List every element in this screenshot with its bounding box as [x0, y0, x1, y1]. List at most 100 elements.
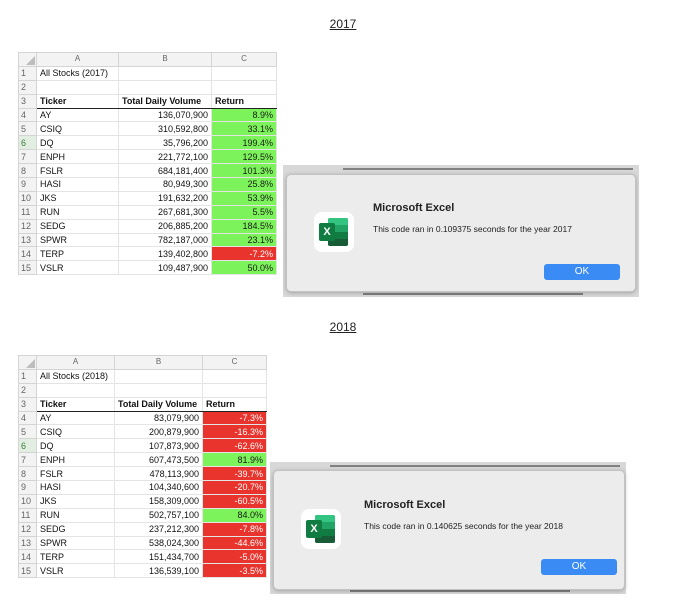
- cell-a15[interactable]: VSLR: [36, 260, 119, 276]
- cell-c15[interactable]: -3.5%: [202, 563, 267, 579]
- cell-a11[interactable]: RUN: [36, 507, 115, 523]
- cell-a9[interactable]: HASI: [36, 177, 119, 192]
- cell-c14[interactable]: -5.0%: [202, 549, 267, 565]
- cell-a4[interactable]: AY: [36, 107, 119, 123]
- row-header[interactable]: 6: [18, 438, 37, 454]
- cell-a12[interactable]: SEDG: [36, 218, 119, 234]
- cell-a3[interactable]: Ticker: [36, 93, 119, 109]
- cell-b15[interactable]: 136,539,100: [114, 563, 203, 579]
- cell-b6[interactable]: 107,873,900: [114, 438, 203, 454]
- row-header[interactable]: 15: [18, 260, 37, 276]
- cell-b14[interactable]: 151,434,700: [114, 549, 203, 565]
- row-header[interactable]: 13: [18, 232, 37, 248]
- cell-a5[interactable]: CSIQ: [36, 121, 119, 137]
- column-header-c[interactable]: C: [211, 52, 277, 67]
- cell-a14[interactable]: TERP: [36, 246, 119, 262]
- cell-c5[interactable]: -16.3%: [202, 424, 267, 440]
- cell-c5[interactable]: 33.1%: [211, 121, 277, 137]
- row-header[interactable]: 3: [18, 93, 37, 109]
- cell-b13[interactable]: 782,187,000: [118, 232, 212, 248]
- cell-c2[interactable]: [202, 382, 267, 398]
- cell-a4[interactable]: AY: [36, 410, 115, 426]
- row-header[interactable]: 6: [18, 135, 37, 151]
- row-header[interactable]: 15: [18, 563, 37, 579]
- cell-c1[interactable]: [211, 65, 277, 81]
- cell-a1[interactable]: All Stocks (2017): [36, 65, 119, 81]
- cell-a7[interactable]: ENPH: [36, 149, 119, 165]
- cell-a1[interactable]: All Stocks (2018): [36, 368, 115, 384]
- row-header[interactable]: 1: [18, 65, 37, 81]
- row-header[interactable]: 7: [18, 149, 37, 165]
- cell-b1[interactable]: [118, 65, 212, 81]
- cell-a3[interactable]: Ticker: [36, 396, 115, 412]
- row-header[interactable]: 8: [18, 163, 37, 179]
- cell-c11[interactable]: 84.0%: [202, 507, 267, 523]
- cell-a6[interactable]: DQ: [36, 135, 119, 151]
- cell-b14[interactable]: 139,402,800: [118, 246, 212, 262]
- cell-b4[interactable]: 83,079,900: [114, 410, 203, 426]
- cell-c9[interactable]: -20.7%: [202, 480, 267, 495]
- cell-c6[interactable]: -62.6%: [202, 438, 267, 454]
- row-header[interactable]: 9: [18, 480, 37, 495]
- row-header[interactable]: 5: [18, 121, 37, 137]
- cell-b4[interactable]: 136,070,900: [118, 107, 212, 123]
- cell-c11[interactable]: 5.5%: [211, 204, 277, 220]
- cell-c9[interactable]: 25.8%: [211, 177, 277, 192]
- cell-c7[interactable]: 81.9%: [202, 452, 267, 468]
- cell-b9[interactable]: 104,340,600: [114, 480, 203, 495]
- cell-a10[interactable]: JKS: [36, 190, 119, 206]
- cell-c6[interactable]: 199.4%: [211, 135, 277, 151]
- row-header[interactable]: 11: [18, 204, 37, 220]
- cell-c13[interactable]: -44.6%: [202, 535, 267, 551]
- cell-a2[interactable]: [36, 79, 119, 95]
- row-header[interactable]: 2: [18, 382, 37, 398]
- row-header[interactable]: 12: [18, 218, 37, 234]
- cell-b5[interactable]: 310,592,800: [118, 121, 212, 137]
- cell-b12[interactable]: 237,212,300: [114, 521, 203, 537]
- row-header[interactable]: 14: [18, 246, 37, 262]
- cell-b8[interactable]: 684,181,400: [118, 163, 212, 179]
- ok-button[interactable]: OK: [544, 264, 620, 280]
- cell-b10[interactable]: 158,309,000: [114, 493, 203, 509]
- cell-a14[interactable]: TERP: [36, 549, 115, 565]
- cell-c4[interactable]: -7.3%: [202, 410, 267, 426]
- cell-b8[interactable]: 478,113,900: [114, 466, 203, 482]
- row-header[interactable]: 10: [18, 493, 37, 509]
- cell-b11[interactable]: 502,757,100: [114, 507, 203, 523]
- select-all-corner[interactable]: [18, 52, 37, 67]
- cell-c1[interactable]: [202, 368, 267, 384]
- cell-b6[interactable]: 35,796,200: [118, 135, 212, 151]
- cell-b15[interactable]: 109,487,900: [118, 260, 212, 276]
- cell-b11[interactable]: 267,681,300: [118, 204, 212, 220]
- cell-a10[interactable]: JKS: [36, 493, 115, 509]
- cell-a2[interactable]: [36, 382, 115, 398]
- cell-a11[interactable]: RUN: [36, 204, 119, 220]
- column-header-a[interactable]: A: [36, 355, 115, 370]
- cell-c3[interactable]: Return: [211, 93, 277, 109]
- cell-b7[interactable]: 607,473,500: [114, 452, 203, 468]
- row-header[interactable]: 3: [18, 396, 37, 412]
- row-header[interactable]: 8: [18, 466, 37, 482]
- column-header-c[interactable]: C: [202, 355, 267, 370]
- cell-b7[interactable]: 221,772,100: [118, 149, 212, 165]
- row-header[interactable]: 10: [18, 190, 37, 206]
- cell-a8[interactable]: FSLR: [36, 466, 115, 482]
- cell-b12[interactable]: 206,885,200: [118, 218, 212, 234]
- cell-c7[interactable]: 129.5%: [211, 149, 277, 165]
- column-header-b[interactable]: B: [118, 52, 212, 67]
- cell-b2[interactable]: [114, 382, 203, 398]
- cell-b2[interactable]: [118, 79, 212, 95]
- cell-c12[interactable]: 184.5%: [211, 218, 277, 234]
- cell-b10[interactable]: 191,632,200: [118, 190, 212, 206]
- cell-a12[interactable]: SEDG: [36, 521, 115, 537]
- cell-c12[interactable]: -7.8%: [202, 521, 267, 537]
- cell-c10[interactable]: -60.5%: [202, 493, 267, 509]
- cell-b5[interactable]: 200,879,900: [114, 424, 203, 440]
- cell-a13[interactable]: SPWR: [36, 232, 119, 248]
- row-header[interactable]: 9: [18, 177, 37, 192]
- cell-b9[interactable]: 80,949,300: [118, 177, 212, 192]
- cell-a5[interactable]: CSIQ: [36, 424, 115, 440]
- cell-a13[interactable]: SPWR: [36, 535, 115, 551]
- select-all-corner[interactable]: [18, 355, 37, 370]
- row-header[interactable]: 5: [18, 424, 37, 440]
